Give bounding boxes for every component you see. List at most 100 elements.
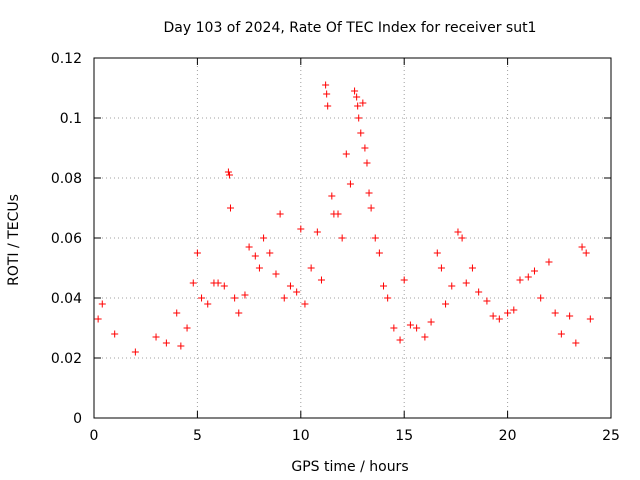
data-point: [245, 243, 253, 251]
y-tick-label: 0.06: [51, 231, 82, 247]
data-point: [566, 312, 574, 320]
data-point: [293, 288, 301, 296]
data-point: [510, 306, 518, 314]
data-point: [251, 252, 259, 260]
data-point: [578, 243, 586, 251]
data-point: [516, 276, 524, 284]
data-point: [204, 300, 212, 308]
data-point: [365, 189, 373, 197]
data-point: [351, 87, 359, 95]
data-point: [266, 249, 274, 257]
data-point: [198, 294, 206, 302]
data-point: [173, 309, 181, 317]
y-tick-label: 0.12: [51, 51, 82, 67]
chart-title: Day 103 of 2024, Rate Of TEC Index for r…: [164, 20, 537, 36]
y-axis-label: ROTI / TECUs: [6, 194, 22, 286]
data-point: [413, 324, 421, 332]
data-point: [551, 309, 559, 317]
data-point: [342, 150, 350, 158]
data-point: [483, 297, 491, 305]
data-point: [322, 81, 330, 89]
data-point: [380, 282, 388, 290]
y-tick-label: 0.1: [60, 111, 82, 127]
data-point: [384, 294, 392, 302]
data-points: [94, 81, 594, 356]
data-point: [313, 228, 321, 236]
data-point: [406, 321, 414, 329]
axis-tick-labels: 0 5 10 15 20 25 0 0.02 0.04 0.06 0.08 0.1 0.12: [51, 51, 620, 444]
data-point: [437, 264, 445, 272]
data-point: [94, 315, 102, 323]
data-point: [280, 294, 288, 302]
data-point: [225, 171, 233, 179]
data-point: [220, 282, 228, 290]
y-tick-label: 0.08: [51, 171, 82, 187]
x-tick-label: 0: [90, 428, 99, 444]
x-tick-label: 5: [193, 428, 202, 444]
data-point: [324, 102, 332, 110]
y-tick-label: 0.04: [51, 291, 82, 307]
data-point: [193, 249, 201, 257]
grid-lines: [94, 58, 611, 418]
data-point: [454, 228, 462, 236]
x-tick-label: 15: [395, 428, 413, 444]
data-point: [524, 273, 532, 281]
data-point: [231, 294, 239, 302]
data-point: [131, 348, 139, 356]
data-point: [241, 291, 249, 299]
data-point: [338, 234, 346, 242]
data-point: [363, 159, 371, 167]
data-point: [162, 339, 170, 347]
data-point: [214, 279, 222, 287]
data-point: [334, 210, 342, 218]
data-point: [357, 129, 365, 137]
data-point: [98, 300, 106, 308]
data-point: [111, 330, 119, 338]
x-tick-label: 20: [499, 428, 517, 444]
data-point: [317, 276, 325, 284]
data-point: [582, 249, 590, 257]
data-point: [323, 90, 331, 98]
data-point: [183, 324, 191, 332]
data-point: [354, 102, 362, 110]
data-point: [355, 114, 363, 122]
data-point: [458, 234, 466, 242]
data-point: [260, 234, 268, 242]
data-point: [359, 99, 367, 107]
data-point: [328, 192, 336, 200]
data-point: [346, 180, 354, 188]
data-point: [286, 282, 294, 290]
data-point: [572, 339, 580, 347]
data-point: [537, 294, 545, 302]
data-point: [468, 264, 476, 272]
data-point: [235, 309, 243, 317]
x-tick-label: 25: [602, 428, 620, 444]
data-point: [448, 282, 456, 290]
data-point: [557, 330, 565, 338]
data-point: [530, 267, 538, 275]
y-tick-label: 0.02: [51, 351, 82, 367]
data-point: [396, 336, 404, 344]
data-point: [442, 300, 450, 308]
data-point: [586, 315, 594, 323]
data-point: [224, 168, 232, 176]
data-point: [353, 93, 361, 101]
data-point: [361, 144, 369, 152]
data-point: [276, 210, 284, 218]
data-point: [307, 264, 315, 272]
data-point: [390, 324, 398, 332]
data-point: [462, 279, 470, 287]
x-tick-label: 10: [292, 428, 310, 444]
data-point: [297, 225, 305, 233]
data-point: [255, 264, 263, 272]
data-point: [504, 309, 512, 317]
data-point: [226, 204, 234, 212]
data-point: [421, 333, 429, 341]
data-point: [177, 342, 185, 350]
data-point: [272, 270, 280, 278]
data-point: [489, 312, 497, 320]
x-axis-label: GPS time / hours: [291, 459, 408, 475]
data-point: [367, 204, 375, 212]
